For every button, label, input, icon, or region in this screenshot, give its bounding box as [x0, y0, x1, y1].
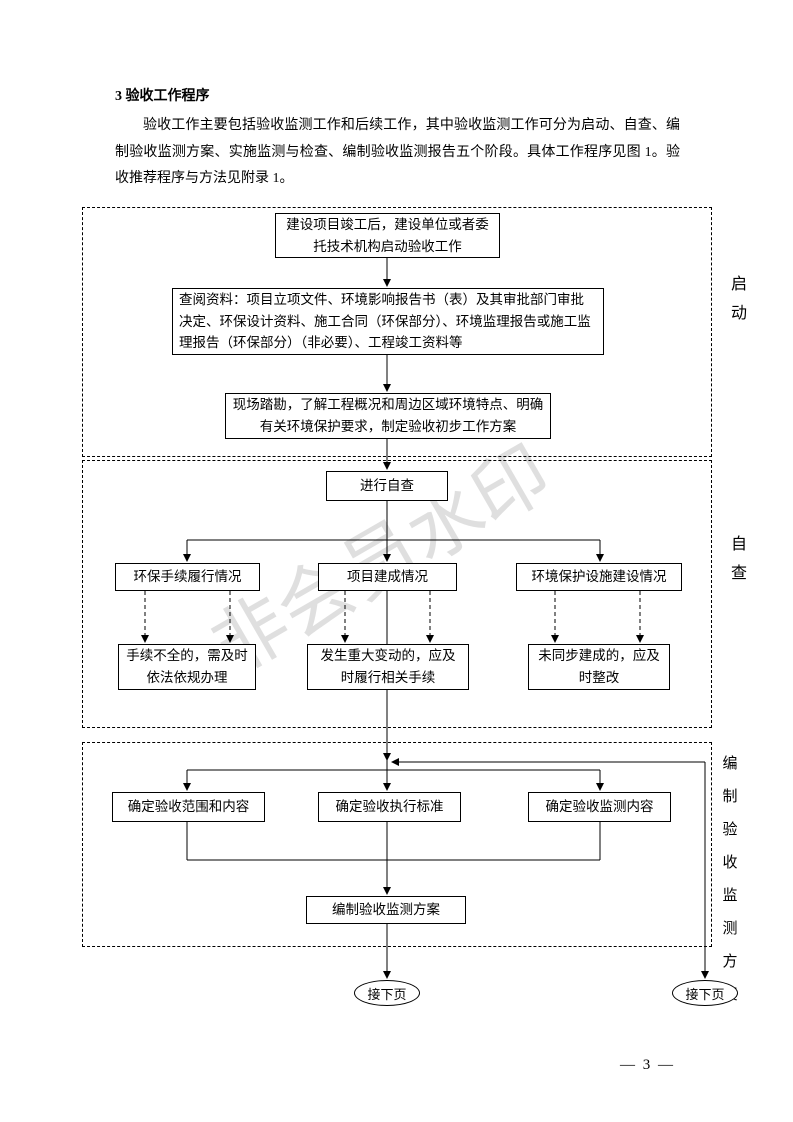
page-number: — 3 —: [620, 1057, 675, 1074]
